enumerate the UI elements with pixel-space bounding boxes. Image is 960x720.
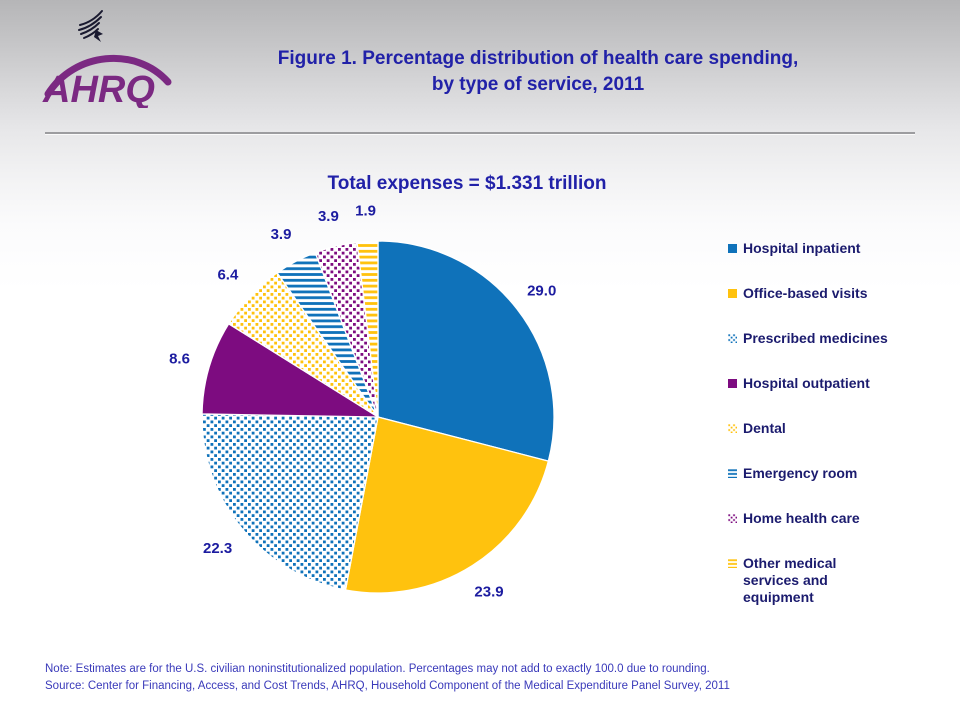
pie-slice-prescribed-medicines bbox=[201, 413, 379, 591]
figure-title-line1: Figure 1. Percentage distribution of hea… bbox=[277, 48, 799, 69]
pie-value-label-home-health-care: 3.9 bbox=[318, 208, 339, 225]
ahrq-logo: AHRQ bbox=[42, 6, 182, 108]
legend-label: Other medical services and equipment bbox=[743, 555, 837, 605]
legend-label: Prescribed medicines bbox=[743, 330, 888, 346]
figure-title-line2: by type of service, 2011 bbox=[431, 74, 645, 95]
pie-slice-hospital-inpatient bbox=[377, 240, 555, 462]
footnote: Note: Estimates are for the U.S. civilia… bbox=[45, 661, 925, 695]
legend-item-home-health-care: Home health care bbox=[728, 510, 923, 527]
legend-swatch-emergency-room bbox=[728, 469, 737, 478]
legend-swatch-prescribed-medicines bbox=[728, 334, 737, 343]
note-line: Note: Estimates are for the U.S. civilia… bbox=[45, 663, 710, 675]
pie-value-label-prescribed-medicines: 22.3 bbox=[203, 540, 232, 557]
chart-subtitle: Total expenses = $1.331 trillion bbox=[327, 173, 607, 194]
pie-value-label-hospital-outpatient: 8.6 bbox=[169, 350, 190, 367]
legend-label: Home health care bbox=[743, 510, 860, 526]
legend-item-hospital-outpatient: Hospital outpatient bbox=[728, 375, 923, 392]
pie-slice-office-based-visits bbox=[344, 416, 550, 594]
legend-item-emergency-room: Emergency room bbox=[728, 465, 923, 482]
legend-swatch-other-medical-services-and-equipment bbox=[728, 559, 737, 568]
pie-slice-other-medical-services-and-equipment bbox=[356, 240, 379, 418]
legend-swatch-hospital-outpatient bbox=[728, 379, 737, 388]
legend-swatch-dental bbox=[728, 424, 737, 433]
figure-title: Figure 1. Percentage distribution of hea… bbox=[170, 46, 906, 98]
logo-text: AHRQ bbox=[42, 69, 155, 108]
pie-slice-hospital-outpatient bbox=[201, 323, 379, 418]
legend-item-dental: Dental bbox=[728, 420, 923, 437]
header-divider bbox=[45, 132, 915, 135]
source-line: Source: Center for Financing, Access, an… bbox=[45, 680, 730, 692]
legend-label: Hospital inpatient bbox=[743, 240, 861, 256]
pie-value-label-hospital-inpatient: 29.0 bbox=[527, 282, 556, 299]
legend-item-prescribed-medicines: Prescribed medicines bbox=[728, 330, 923, 347]
pie-value-label-office-based-visits: 23.9 bbox=[474, 584, 503, 601]
legend-label: Hospital outpatient bbox=[743, 375, 870, 391]
pie-value-label-dental: 6.4 bbox=[217, 267, 239, 284]
legend-swatch-office-based-visits bbox=[728, 289, 737, 298]
legend-swatch-hospital-inpatient bbox=[728, 244, 737, 253]
legend-item-office-based-visits: Office-based visits bbox=[728, 285, 923, 302]
legend-item-other-medical-services-and-equipment: Other medical services and equipment bbox=[728, 555, 923, 606]
hhs-eagle-icon bbox=[78, 10, 103, 42]
legend-swatch-home-health-care bbox=[728, 514, 737, 523]
legend-label: Office-based visits bbox=[743, 285, 868, 301]
pie-value-label-emergency-room: 3.9 bbox=[271, 226, 292, 243]
legend-item-hospital-inpatient: Hospital inpatient bbox=[728, 240, 923, 257]
legend-label: Dental bbox=[743, 420, 786, 436]
chart-legend: Hospital inpatient Office-based visits Pre… bbox=[728, 240, 923, 634]
legend-label: Emergency room bbox=[743, 465, 858, 481]
ahrq-wordmark: AHRQ bbox=[42, 54, 172, 108]
pie-value-label-other-medical-services-and-equipment: 1.9 bbox=[355, 202, 376, 219]
